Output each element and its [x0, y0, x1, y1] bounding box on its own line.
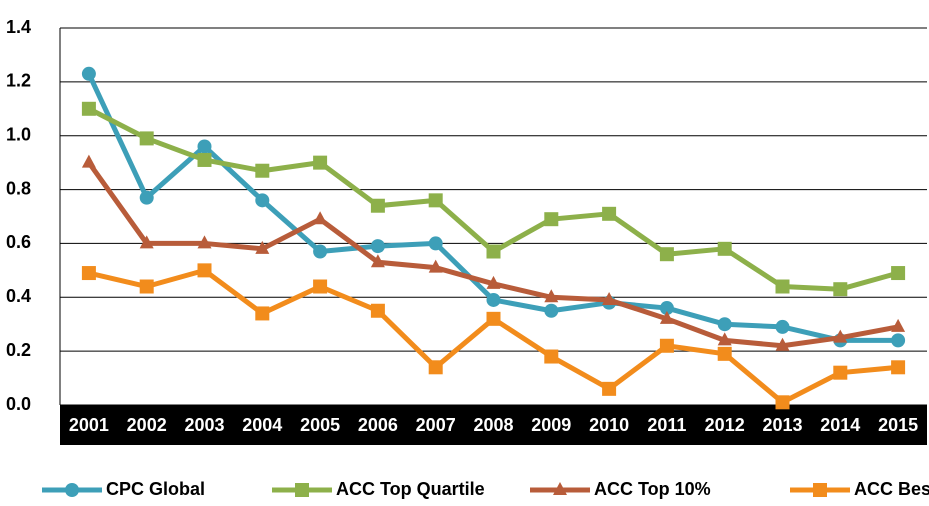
marker: [313, 211, 328, 225]
marker: [139, 190, 154, 205]
series: [81, 66, 906, 348]
x-tick-label: 2007: [416, 415, 456, 435]
series: [81, 101, 906, 297]
marker: [313, 279, 328, 294]
marker: [197, 139, 212, 154]
marker: [486, 292, 501, 307]
marker: [833, 365, 848, 380]
legend-label: ACC Top Quartile: [336, 479, 485, 499]
marker: [65, 483, 79, 497]
x-tick-label: 2001: [69, 415, 109, 435]
marker: [139, 235, 154, 249]
marker: [544, 303, 559, 318]
marker: [544, 349, 559, 364]
x-tick-label: 2006: [358, 415, 398, 435]
x-tick-label: 2015: [878, 415, 918, 435]
series: [81, 263, 906, 410]
marker: [833, 329, 848, 343]
marker: [255, 306, 270, 321]
x-tick-label: 2003: [184, 415, 224, 435]
x-tick-label: 2002: [127, 415, 167, 435]
marker: [717, 317, 732, 332]
marker: [197, 235, 212, 249]
y-tick-label: 1.0: [6, 124, 31, 144]
marker: [544, 212, 559, 227]
marker: [428, 259, 443, 273]
marker: [197, 152, 212, 167]
marker: [428, 360, 443, 375]
marker: [659, 301, 674, 316]
x-tick-label: 2004: [242, 415, 282, 435]
marker: [486, 275, 501, 289]
marker: [370, 239, 385, 254]
marker: [486, 244, 501, 259]
marker: [428, 193, 443, 208]
marker: [775, 319, 790, 334]
marker: [891, 360, 906, 375]
marker: [775, 337, 790, 351]
marker: [659, 247, 674, 262]
marker: [891, 266, 906, 281]
marker: [81, 101, 96, 116]
marker: [197, 263, 212, 278]
marker: [370, 303, 385, 318]
x-axis-band: [60, 405, 927, 445]
marker: [370, 198, 385, 213]
marker: [255, 240, 270, 254]
marker: [833, 282, 848, 297]
marker: [313, 155, 328, 170]
y-tick-label: 0.6: [6, 232, 31, 252]
x-tick-label: 2012: [705, 415, 745, 435]
marker: [659, 338, 674, 353]
x-tick-label: 2014: [820, 415, 860, 435]
x-tick-label: 2010: [589, 415, 629, 435]
marker: [544, 289, 559, 303]
y-tick-label: 1.4: [6, 17, 31, 37]
marker: [813, 483, 827, 497]
marker: [775, 279, 790, 294]
marker: [255, 193, 270, 208]
marker: [717, 332, 732, 346]
marker: [553, 482, 567, 495]
y-tick-label: 0.4: [6, 286, 31, 306]
marker: [602, 291, 617, 305]
marker: [428, 236, 443, 251]
x-tick-label: 2013: [762, 415, 802, 435]
marker: [81, 154, 96, 168]
marker: [81, 266, 96, 281]
marker: [717, 241, 732, 256]
marker: [775, 395, 790, 410]
series: [81, 154, 906, 351]
marker: [602, 381, 617, 396]
marker: [139, 279, 154, 294]
marker: [370, 254, 385, 268]
y-tick-label: 0.2: [6, 340, 31, 360]
y-tick-label: 0.8: [6, 178, 31, 198]
y-tick-label: 1.2: [6, 71, 31, 91]
marker: [139, 131, 154, 146]
marker: [602, 206, 617, 221]
marker: [486, 311, 501, 326]
marker: [659, 310, 674, 324]
marker: [81, 66, 96, 81]
marker: [891, 333, 906, 348]
marker: [313, 244, 328, 259]
marker: [891, 318, 906, 332]
legend-label: ACC Top 10%: [594, 479, 711, 499]
x-tick-label: 2009: [531, 415, 571, 435]
legend-label: ACC Best: [854, 479, 929, 499]
marker: [295, 483, 309, 497]
x-tick-label: 2005: [300, 415, 340, 435]
marker: [717, 346, 732, 361]
legend-label: CPC Global: [106, 479, 205, 499]
x-tick-label: 2008: [473, 415, 513, 435]
marker: [255, 163, 270, 178]
x-tick-label: 2011: [647, 415, 686, 435]
y-tick-label: 0.0: [6, 394, 31, 414]
